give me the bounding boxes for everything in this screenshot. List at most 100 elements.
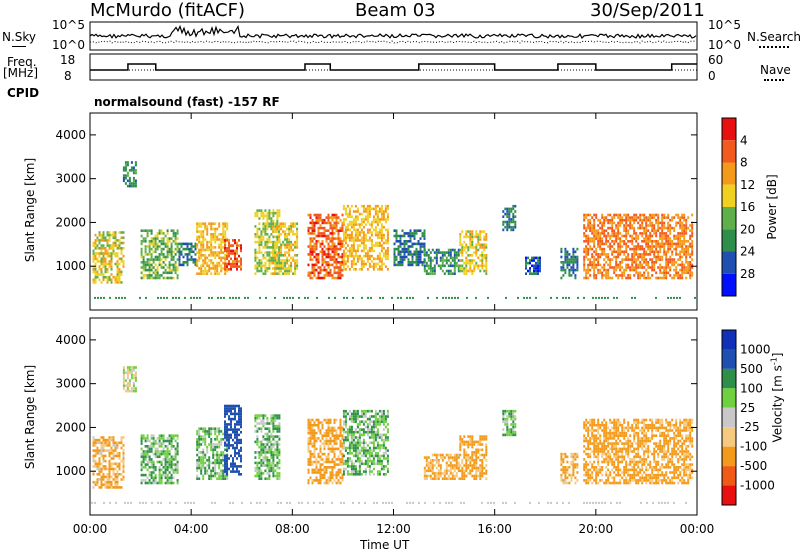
power-echo-cell: [288, 246, 291, 249]
velocity-echo-cell: [170, 473, 173, 477]
power-echo-cell: [154, 274, 157, 277]
power-echo-cell: [174, 268, 177, 272]
power-echo-cell: [603, 224, 606, 227]
power-echo-cell: [150, 255, 153, 259]
power-echo-cell: [110, 265, 113, 268]
power-echo-cell: [198, 259, 201, 262]
power-echo-cell: [210, 251, 213, 254]
power-echo-cell: [264, 230, 267, 233]
power-echo-cell: [152, 242, 155, 246]
power-echo-cell: [362, 247, 365, 250]
velocity-echo-cell: [102, 473, 105, 476]
velocity-echo-cell: [311, 452, 314, 456]
velocity-echo-cell: [116, 470, 119, 473]
velocity-echo-cell: [152, 466, 155, 469]
power-echo-cell: [382, 236, 385, 240]
power-clutter-cell: [487, 296, 489, 299]
power-echo-cell: [378, 265, 381, 268]
power-echo-cell: [583, 258, 586, 261]
power-echo-cell: [150, 229, 153, 232]
power-echo-cell: [397, 250, 400, 254]
power-echo-cell: [288, 248, 291, 252]
power-echo-cell: [637, 258, 640, 261]
power-echo-cell: [178, 258, 181, 261]
power-echo-cell: [341, 240, 344, 243]
power-echo-cell: [364, 210, 367, 213]
power-echo-cell: [589, 221, 592, 225]
power-echo-cell: [675, 253, 678, 256]
velocity-echo-cell: [166, 447, 169, 451]
velocity-echo-cell: [352, 467, 355, 471]
velocity-echo-cell: [327, 434, 330, 437]
power-echo-cell: [182, 242, 185, 246]
power-echo-cell: [633, 274, 636, 277]
power-echo-cell: [354, 233, 357, 237]
power-echo-cell: [609, 218, 612, 222]
velocity-echo-cell: [327, 426, 330, 430]
power-echo-cell: [479, 233, 482, 236]
power-echo-cell: [439, 251, 442, 254]
power-echo-cell: [220, 240, 223, 244]
power-echo-cell: [96, 257, 99, 261]
velocity-echo-cell: [112, 436, 115, 439]
power-echo-cell: [657, 250, 660, 254]
power-echo-cell: [665, 266, 668, 269]
velocity-echo-cell: [270, 422, 273, 425]
power-echo-cell: [378, 252, 381, 255]
power-echo-cell: [108, 275, 111, 279]
power-echo-cell: [449, 261, 452, 265]
velocity-echo-cell: [321, 442, 324, 445]
power-echo-cell: [152, 240, 155, 243]
velocity-echo-cell: [307, 439, 310, 443]
power-echo-cell: [350, 249, 353, 253]
power-echo-cell: [266, 269, 269, 273]
power-echo-cell: [681, 234, 684, 238]
power-echo-cell: [226, 268, 228, 271]
power-echo-cell: [120, 249, 123, 253]
power-echo-cell: [635, 263, 638, 267]
velocity-echo-cell: [256, 416, 259, 420]
velocity-echo-cell: [134, 374, 137, 377]
power-echo-cell: [254, 211, 257, 215]
power-echo-cell: [617, 224, 620, 227]
power-echo-cell: [529, 259, 531, 262]
power-echo-cell: [311, 276, 314, 280]
power-echo-cell: [256, 211, 259, 215]
power-echo-cell: [110, 273, 113, 276]
power-echo-cell: [601, 221, 604, 225]
power-echo-cell: [354, 268, 357, 271]
power-echo-cell: [461, 248, 464, 252]
power-echo-cell: [346, 254, 349, 258]
power-echo-cell: [469, 261, 472, 265]
velocity-echo-cell: [366, 465, 369, 468]
power-echo-cell: [362, 249, 365, 253]
power-echo-cell: [409, 250, 412, 254]
power-echo-cell: [525, 272, 527, 275]
power-echo-cell: [663, 224, 666, 227]
velocity-echo-cell: [96, 467, 99, 471]
power-echo-cell: [264, 264, 267, 268]
velocity-echo-cell: [98, 467, 101, 471]
power-echo-cell: [386, 254, 389, 258]
velocity-echo-cell: [122, 381, 125, 385]
power-echo-cell: [657, 266, 660, 269]
velocity-echo-cell: [344, 446, 347, 450]
velocity-echo-cell: [208, 432, 211, 436]
power-echo-cell: [621, 258, 624, 261]
power-echo-cell: [415, 250, 418, 254]
power-echo-cell: [587, 234, 590, 238]
power-echo-cell: [102, 252, 105, 255]
velocity-echo-cell: [226, 444, 228, 447]
power-echo-cell: [685, 229, 688, 232]
velocity-echo-cell: [360, 433, 363, 437]
velocity-echo-cell: [329, 421, 332, 424]
velocity-echo-cell: [274, 440, 277, 444]
velocity-echo-cell: [100, 467, 103, 471]
velocity-echo-cell: [350, 417, 353, 421]
power-echo-cell: [471, 238, 474, 241]
velocity-echo-cell: [270, 464, 273, 467]
power-echo-cell: [570, 266, 573, 269]
velocity-echo-cell: [319, 473, 322, 477]
velocity-echo-cell: [94, 449, 97, 452]
power-echo-cell: [393, 250, 396, 254]
